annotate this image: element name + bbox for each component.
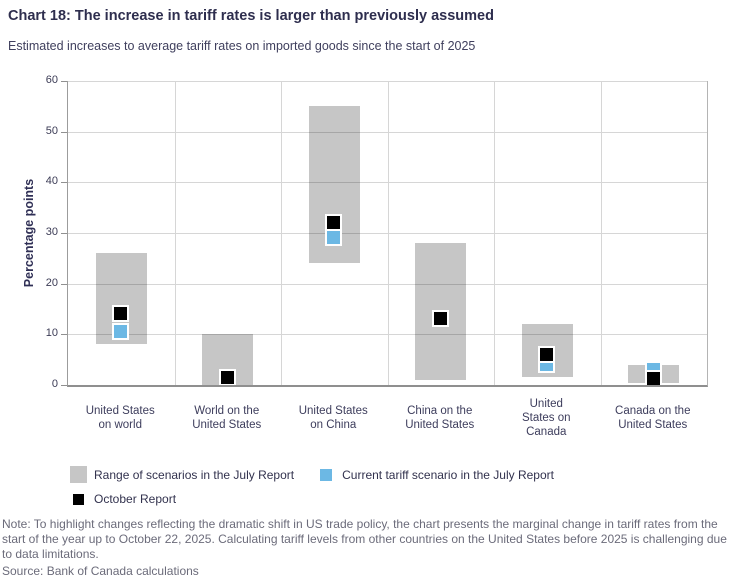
legend-label-current-scenario: Current tariff scenario in the July Repo… (342, 467, 554, 482)
y-tick-mark-50 (61, 131, 67, 133)
legend-item-range: Range of scenarios in the July Report (70, 466, 294, 483)
marker-current-scenario (112, 322, 130, 340)
legend-row-2: October Report (70, 492, 730, 506)
y-tick-label-30: 30 (45, 226, 58, 238)
y-axis-tick-marks (61, 81, 67, 387)
marker-october-report (325, 213, 343, 231)
y-axis-tick-labels: 0 10 20 30 40 50 60 (0, 74, 58, 390)
y-tick-label-10: 10 (45, 327, 58, 340)
marker-october-report (112, 305, 130, 323)
gridline-x-4 (494, 81, 495, 385)
marker-october-report (218, 369, 236, 385)
category-label-4: China on the United States (405, 404, 475, 431)
october-swatch-icon (73, 493, 84, 505)
category-label-6: Canada on the United States (615, 404, 691, 431)
legend-item-october: October Report (70, 492, 176, 506)
marker-october-report (538, 345, 556, 363)
x-axis-category-labels: United States on world World on the Unite… (67, 392, 706, 444)
y-tick-label-20: 20 (45, 276, 58, 289)
y-tick-mark-30 (61, 233, 67, 234)
y-tick-label-60: 60 (45, 74, 58, 86)
gridline-x-3 (387, 81, 389, 385)
legend-row-1: Range of scenarios in the July Report Cu… (70, 466, 730, 483)
gridline-x-2 (281, 81, 282, 385)
y-tick-label-40: 40 (45, 175, 58, 188)
chart-title: Chart 18: The increase in tariff rates i… (8, 8, 494, 24)
range-swatch-icon (70, 466, 87, 483)
y-tick-label-50: 50 (45, 124, 58, 137)
legend: Range of scenarios in the July Report Cu… (70, 466, 730, 515)
gridline-x-1 (174, 81, 176, 385)
category-label-2: World on the United States (192, 404, 262, 431)
marker-october-report (644, 369, 662, 385)
gridline-x-5 (600, 81, 602, 385)
legend-item-current-scenario: Current tariff scenario in the July Repo… (318, 468, 554, 482)
plot-area (67, 81, 708, 387)
current-scenario-swatch-icon (320, 468, 333, 481)
legend-label-range: Range of scenarios in the July Report (94, 467, 295, 482)
y-tick-mark-10 (61, 334, 67, 336)
chart-note: Note: To highlight changes reflecting th… (2, 517, 727, 561)
category-label-5: United States on Canada (521, 397, 571, 438)
category-label-3: United States on China (298, 404, 368, 431)
legend-label-october: October Report (94, 492, 177, 506)
y-tick-mark-60 (61, 81, 67, 82)
y-tick-mark-0 (61, 385, 67, 386)
y-tick-label-0: 0 (51, 378, 58, 390)
marker-current-scenario (325, 229, 343, 247)
category-label-1: United States on world (85, 404, 155, 431)
chart-subtitle: Estimated increases to average tariff ra… (8, 39, 476, 53)
y-tick-mark-40 (61, 182, 67, 184)
y-tick-mark-20 (61, 283, 67, 285)
marker-october-report (431, 310, 449, 328)
chart-source: Source: Bank of Canada calculations (2, 564, 199, 578)
